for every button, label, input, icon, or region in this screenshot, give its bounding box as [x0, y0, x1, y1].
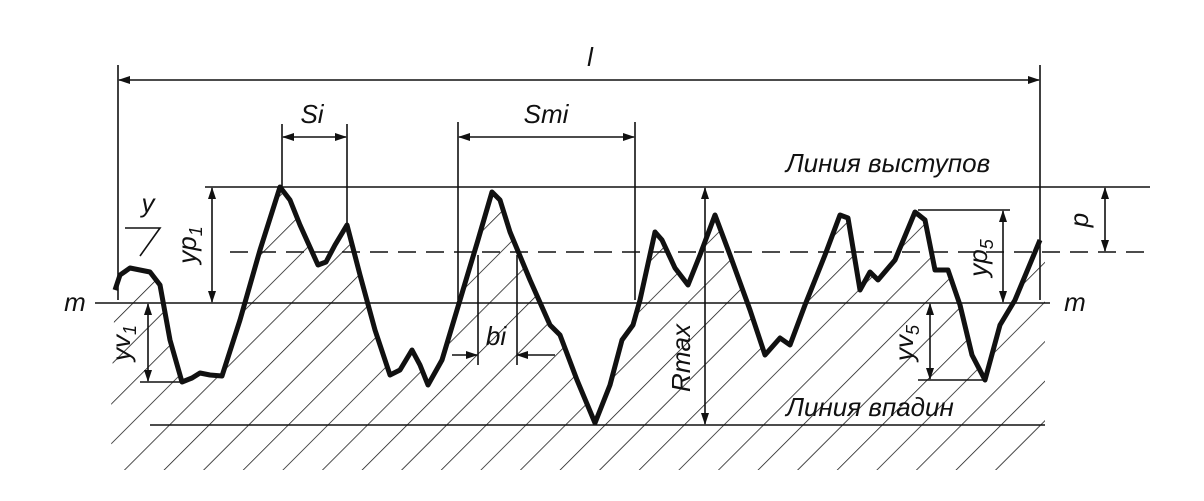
label: yp1: [172, 226, 206, 265]
label: m: [64, 287, 86, 317]
label: Линия впадин: [784, 392, 954, 422]
label-main: yv: [889, 333, 919, 363]
label: Smi: [524, 99, 570, 129]
label: yv5: [889, 324, 923, 363]
label-sub: 5: [903, 324, 923, 335]
label: yv1: [106, 325, 140, 363]
label: p: [1064, 213, 1094, 228]
label: l: [587, 42, 594, 72]
label-sub: 5: [977, 238, 997, 249]
label: bi: [486, 321, 507, 351]
label: y: [140, 188, 157, 218]
label-sub: 1: [186, 226, 206, 236]
label: Si: [300, 99, 324, 129]
label-main: yv: [106, 333, 136, 363]
label: m: [1064, 287, 1086, 317]
label-sub: 1: [120, 325, 140, 335]
label: Линия выступов: [784, 148, 990, 178]
profile: [112, 184, 1043, 426]
label: Rmax: [666, 323, 696, 392]
label-main: yp: [172, 236, 202, 265]
label-main: yp: [963, 249, 993, 278]
hatching: [110, 187, 1045, 470]
label: yp5: [963, 238, 997, 278]
leader: [125, 227, 162, 257]
